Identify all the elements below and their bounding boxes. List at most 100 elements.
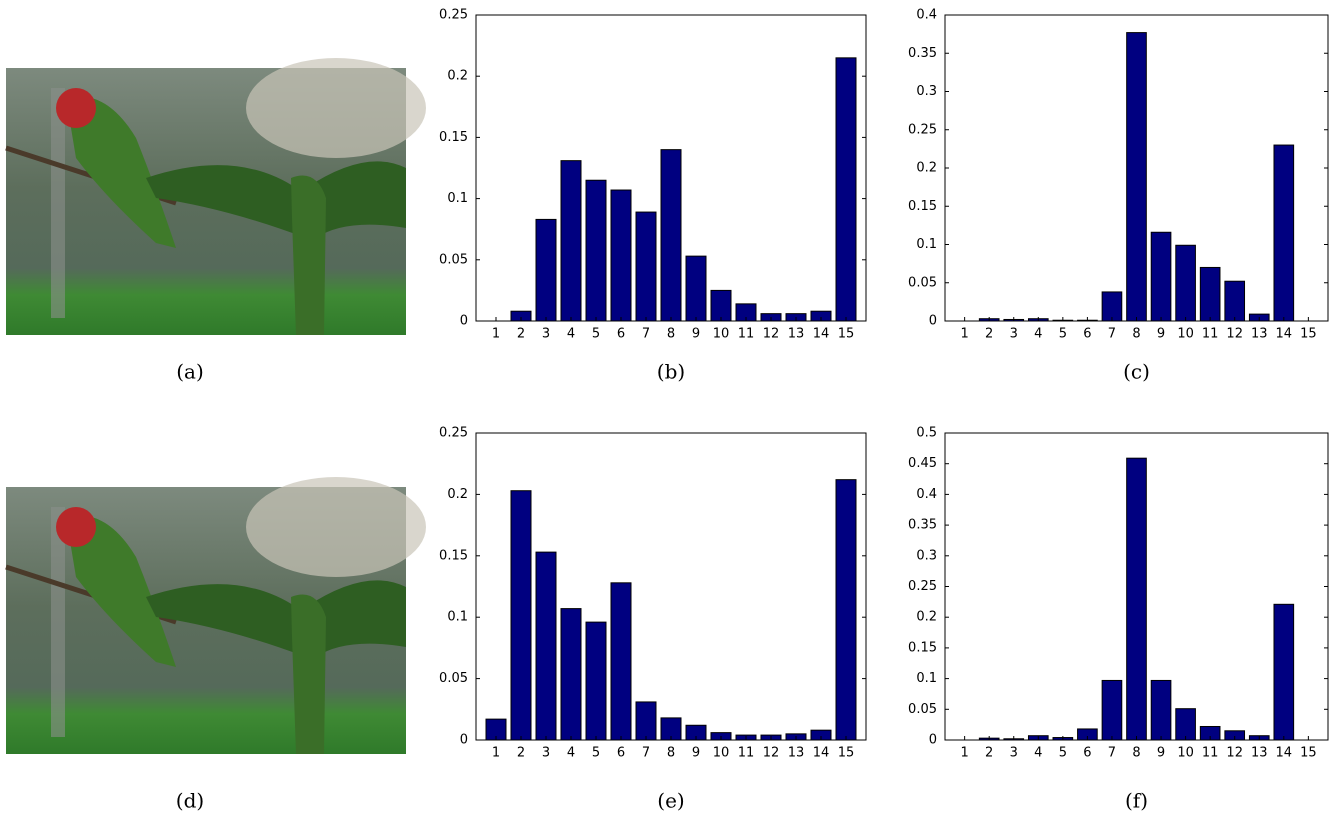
y-tick-label: 0: [929, 314, 937, 329]
y-tick-label: 0.2: [916, 610, 937, 625]
bar: [635, 211, 657, 322]
x-tick-label: 8: [667, 327, 675, 342]
y-tick-label: 0.15: [439, 130, 468, 145]
x-tick-label: 6: [1083, 746, 1091, 761]
y-tick-label: 0.1: [447, 191, 468, 206]
y-tick-label: 0.2: [447, 487, 468, 502]
bar: [610, 189, 632, 322]
bar: [1199, 266, 1221, 322]
x-tick-label: 10: [1177, 746, 1194, 761]
bar: [1224, 280, 1246, 322]
x-tick-label: 11: [738, 327, 755, 342]
x-tick-label: 5: [592, 327, 600, 342]
x-tick-label: 4: [1034, 746, 1042, 761]
x-tick-label: 7: [642, 327, 650, 342]
bar: [635, 701, 657, 741]
bar: [560, 608, 582, 741]
x-tick-label: 11: [1202, 327, 1219, 342]
x-tick-label: 3: [1010, 327, 1018, 342]
y-tick-label: 0.05: [908, 702, 937, 717]
bar: [1126, 32, 1147, 322]
x-tick-label: 1: [492, 327, 500, 342]
y-tick-label: 0.1: [916, 237, 937, 252]
x-tick-label: 10: [713, 327, 730, 342]
bar: [1150, 679, 1172, 741]
bar: [1273, 144, 1295, 322]
y-tick-label: 0.5: [916, 426, 937, 441]
x-tick-label: 4: [567, 746, 575, 761]
x-tick-label: 12: [1226, 327, 1243, 342]
y-tick-label: 0.25: [439, 426, 468, 441]
x-tick-label: 6: [1083, 327, 1091, 342]
x-tick-label: 14: [1276, 327, 1293, 342]
caption: (c): [1123, 360, 1150, 384]
axes-box: [475, 432, 867, 741]
axes-box: [944, 14, 1329, 322]
x-tick-label: 3: [542, 746, 550, 761]
x-tick-label: 7: [642, 746, 650, 761]
x-tick-label: 13: [1251, 327, 1268, 342]
x-tick-label: 9: [1157, 327, 1165, 342]
x-tick-label: 9: [1157, 746, 1165, 761]
bar: [1150, 231, 1172, 322]
y-tick-label: 0.05: [439, 252, 468, 267]
bar: [1101, 679, 1123, 741]
y-tick-label: 0.35: [908, 46, 937, 61]
x-tick-label: 10: [713, 746, 730, 761]
x-tick-label: 5: [592, 746, 600, 761]
x-tick-label: 2: [985, 327, 993, 342]
bar: [535, 551, 557, 741]
x-tick-label: 1: [492, 746, 500, 761]
y-tick-label: 0.15: [908, 199, 937, 214]
bar: [510, 490, 532, 741]
x-tick-label: 12: [763, 746, 780, 761]
x-tick-label: 12: [1226, 746, 1243, 761]
y-tick-label: 0.45: [908, 456, 937, 471]
bar: [660, 149, 682, 322]
bar: [585, 179, 607, 322]
caption: (e): [657, 789, 684, 813]
x-tick-label: 3: [1010, 746, 1018, 761]
x-tick-label: 13: [1251, 746, 1268, 761]
bar: [535, 218, 557, 322]
y-tick-label: 0.15: [439, 548, 468, 563]
parrot-photo: [6, 477, 426, 754]
x-tick-label: 6: [617, 746, 625, 761]
y-tick-label: 0.25: [908, 122, 937, 137]
bar: [1175, 708, 1196, 741]
y-tick-label: 0.15: [908, 640, 937, 655]
bar: [560, 160, 582, 322]
x-tick-label: 1: [961, 746, 969, 761]
bar: [685, 255, 707, 322]
y-tick-label: 0: [460, 733, 468, 748]
x-tick-label: 14: [813, 327, 830, 342]
parrot-photo: [6, 58, 426, 335]
x-tick-label: 8: [1132, 327, 1140, 342]
caption: (b): [657, 360, 685, 384]
caption: (d): [176, 789, 204, 813]
y-tick-label: 0.4: [916, 8, 937, 23]
x-tick-label: 13: [788, 327, 805, 342]
x-tick-label: 14: [1276, 746, 1293, 761]
y-tick-label: 0.2: [916, 161, 937, 176]
x-tick-label: 2: [517, 327, 525, 342]
bar: [835, 479, 857, 741]
y-tick-label: 0.25: [439, 8, 468, 23]
x-tick-label: 15: [1300, 327, 1317, 342]
bar: [585, 621, 607, 741]
y-tick-label: 0.2: [447, 69, 468, 84]
x-tick-label: 5: [1059, 746, 1067, 761]
x-tick-label: 8: [667, 746, 675, 761]
y-tick-label: 0.4: [916, 487, 937, 502]
x-tick-label: 7: [1108, 327, 1116, 342]
bar: [610, 582, 632, 741]
y-tick-label: 0.3: [916, 548, 937, 563]
bar: [1175, 244, 1196, 322]
x-tick-label: 3: [542, 327, 550, 342]
y-tick-label: 0.05: [908, 275, 937, 290]
x-tick-label: 2: [985, 746, 993, 761]
caption: (f): [1125, 789, 1148, 813]
x-tick-label: 13: [788, 746, 805, 761]
y-tick-label: 0.1: [447, 610, 468, 625]
